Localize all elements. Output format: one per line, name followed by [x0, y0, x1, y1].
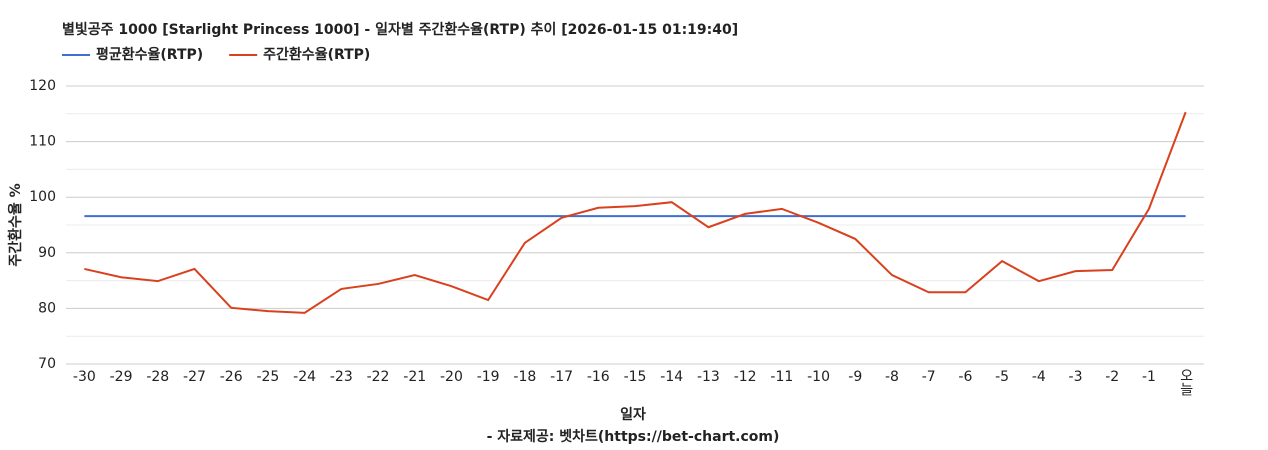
x-tick-label: -25 — [256, 369, 279, 385]
x-tick-label: -9 — [848, 369, 862, 385]
x-tick-label: -30 — [73, 369, 96, 385]
x-tick-label: -29 — [110, 369, 133, 385]
legend-label: 주간환수율(RTP) — [263, 46, 370, 63]
y-tick-label: 80 — [38, 300, 56, 316]
x-tick-label: -22 — [367, 369, 390, 385]
x-tick-label: -4 — [1032, 369, 1046, 385]
x-tick-label: -6 — [958, 369, 972, 385]
x-tick-label: -2 — [1105, 369, 1119, 385]
x-tick-label: -5 — [995, 369, 1009, 385]
y-tick-label: 120 — [29, 78, 56, 94]
x-tick-label: -15 — [624, 369, 647, 385]
y-tick-label: 100 — [29, 189, 56, 205]
x-tick-label: 오늘 — [1178, 368, 1194, 396]
x-tick-label: -7 — [922, 369, 936, 385]
x-tick-label: -23 — [330, 369, 353, 385]
x-tick-label: -3 — [1069, 369, 1083, 385]
y-tick-label: 110 — [29, 134, 56, 150]
source-note: - 자료제공: 벳차트(https://bet-chart.com) — [487, 428, 780, 445]
x-tick-label: -11 — [770, 369, 793, 385]
x-tick-label: -20 — [440, 369, 463, 385]
x-tick-label: -19 — [477, 369, 500, 385]
x-tick-label: -16 — [587, 369, 610, 385]
x-tick-label: -10 — [807, 369, 830, 385]
x-tick-label: -26 — [220, 369, 243, 385]
y-tick-label: 90 — [38, 245, 56, 261]
x-tick-label: -13 — [697, 369, 720, 385]
x-tick-label: -17 — [550, 369, 573, 385]
x-tick-label: -1 — [1142, 369, 1156, 385]
x-tick-label: -14 — [660, 369, 683, 385]
x-tick-label: -24 — [293, 369, 316, 385]
legend-label: 평균환수율(RTP) — [96, 46, 203, 63]
x-tick-label: -21 — [403, 369, 426, 385]
x-tick-label: -18 — [513, 369, 536, 385]
y-axis-title: 주간환수율 % — [7, 183, 24, 266]
series-line — [84, 111, 1187, 314]
x-tick-label: -28 — [146, 369, 169, 385]
y-tick-label: 70 — [38, 356, 56, 372]
x-tick-label: -8 — [885, 369, 899, 385]
x-tick-label: -27 — [183, 369, 206, 385]
chart-title: 별빛공주 1000 [Starlight Princess 1000] - 일자… — [62, 21, 738, 38]
x-axis-title: 일자 — [620, 407, 646, 423]
x-tick-label: -12 — [734, 369, 757, 385]
